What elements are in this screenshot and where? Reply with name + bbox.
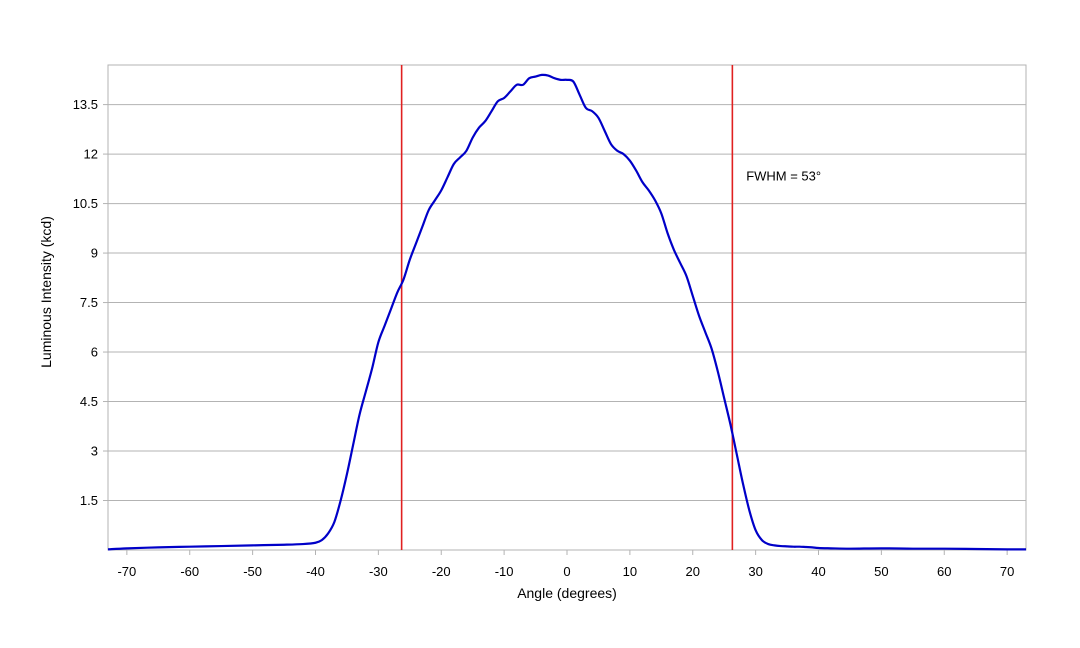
y-tick-label: 1.5 (80, 493, 98, 508)
x-tick-label: -10 (495, 564, 514, 579)
y-tick-label: 10.5 (73, 196, 98, 211)
grid-lines (108, 104, 1026, 502)
x-tick-label: -30 (369, 564, 388, 579)
y-tick-label: 12 (84, 147, 98, 162)
y-tick-label: 3 (91, 444, 98, 459)
y-tick-label: 9 (91, 246, 98, 261)
x-tick-label: 20 (686, 564, 700, 579)
plot-area (107, 64, 1027, 551)
x-tick-label: 40 (811, 564, 825, 579)
x-tick-label: 60 (937, 564, 951, 579)
x-tick-label: 30 (748, 564, 762, 579)
x-tick-label: -20 (432, 564, 451, 579)
intensity-curve (107, 73, 1027, 551)
x-tick-label: -60 (180, 564, 199, 579)
x-tick-label: 50 (874, 564, 888, 579)
fwhm-lines (400, 65, 734, 550)
x-tick-label: 10 (623, 564, 637, 579)
y-axis-ticks: 1.5 3 4.5 6 7.5 9 10.5 12 13.5 (73, 97, 108, 508)
fwhm-annotation: FWHM = 53° (746, 168, 821, 183)
x-axis-title: Angle (degrees) (517, 585, 617, 601)
x-tick-label: -40 (306, 564, 325, 579)
y-tick-label: 13.5 (73, 97, 98, 112)
x-tick-label: -70 (117, 564, 136, 579)
y-tick-label: 7.5 (80, 295, 98, 310)
y-tick-label: 6 (91, 345, 98, 360)
x-tick-label: -50 (243, 564, 262, 579)
series-group (107, 73, 1027, 551)
y-axis-title: Luminous Intensity (kcd) (38, 216, 54, 368)
x-tick-label: 0 (563, 564, 570, 579)
y-tick-label: 4.5 (80, 394, 98, 409)
x-axis-ticks: -70 -60 -50 -40 -30 -20 -10 0 10 20 30 40 50 60 70 (117, 550, 1014, 579)
annotations: FWHM = 53° (746, 168, 821, 183)
x-tick-label: 70 (1000, 564, 1014, 579)
